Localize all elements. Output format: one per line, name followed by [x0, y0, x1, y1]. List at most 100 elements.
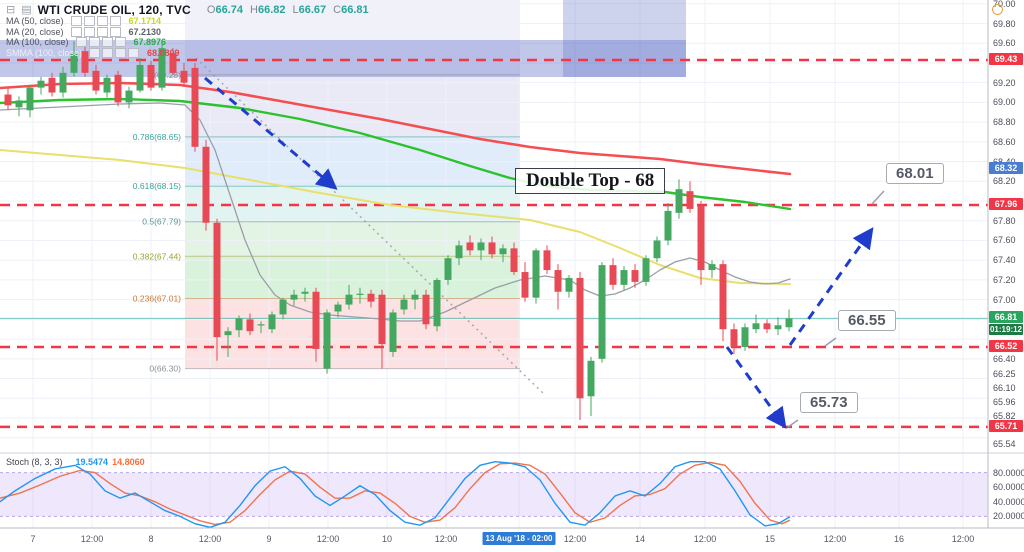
- candle-body: [697, 205, 705, 271]
- settings-icon[interactable]: [101, 37, 113, 47]
- source-code-icon[interactable]: [83, 26, 95, 37]
- time-tick: 16: [893, 534, 905, 544]
- price-tick: 66.10: [993, 383, 1016, 394]
- candle-body: [708, 264, 716, 271]
- stoch-tick: 60.0000: [993, 482, 1024, 493]
- source-code-icon[interactable]: [88, 37, 100, 47]
- candle-body: [422, 294, 430, 325]
- fib-level-label: 0(66.30): [149, 364, 181, 374]
- source-code-icon[interactable]: [83, 16, 95, 26]
- candle-body: [686, 191, 694, 209]
- stoch-legend: Stoch (8, 3, 3) 19.5474 14.8060: [6, 457, 145, 467]
- legend-row[interactable]: MA (50, close) 67.1714: [6, 16, 161, 26]
- ma50-line[interactable]: [0, 149, 791, 285]
- time-tick: 12:00: [693, 534, 717, 544]
- stoch-k-value: 19.5474: [75, 457, 109, 467]
- candle-body: [378, 294, 386, 345]
- price-tick: 68.60: [993, 136, 1016, 147]
- candle-body: [114, 74, 122, 103]
- trend-arrow[interactable]: [788, 227, 874, 346]
- source-code-icon[interactable]: [102, 47, 114, 58]
- price-tick: 69.00: [993, 97, 1016, 108]
- collapse-icon[interactable]: ⊟: [6, 3, 16, 16]
- price-tag: 66.52: [989, 339, 1023, 352]
- candle-body: [356, 293, 364, 295]
- price-tick: 65.54: [993, 438, 1016, 449]
- chart-type-icon[interactable]: ▤: [21, 3, 32, 16]
- time-tick: 12:00: [951, 534, 975, 544]
- fib-zone: [185, 0, 520, 75]
- price-tick: 67.60: [993, 235, 1016, 246]
- selection-band-horizontal[interactable]: [0, 40, 686, 77]
- fib-level-label: 0.5(67.79): [142, 217, 181, 227]
- candle-body: [246, 319, 254, 332]
- candle-body: [664, 210, 672, 241]
- settings-icon[interactable]: [96, 16, 108, 26]
- legend-row[interactable]: MA (100, close) 67.8976: [6, 37, 166, 47]
- double-top-annotation[interactable]: Double Top - 68: [515, 168, 666, 194]
- visibility-icon[interactable]: [75, 37, 87, 47]
- stoch-k-line[interactable]: [0, 460, 791, 529]
- time-tick: 7: [30, 534, 36, 544]
- candle-body: [70, 53, 78, 73]
- indicator-label: MA (100, close): [6, 37, 69, 47]
- callout-tail: [787, 419, 799, 428]
- notifications-icon[interactable]: [992, 4, 1003, 15]
- candle-body: [312, 291, 320, 349]
- candle-body: [257, 324, 265, 326]
- fib-level-label: 0.382(67.44): [133, 251, 181, 261]
- price-callout[interactable]: 66.55: [838, 310, 896, 331]
- fib-level-label: 0.618(68.15): [133, 181, 181, 191]
- stoch-d-line[interactable]: [0, 461, 791, 526]
- stoch-tick: 40.0000: [993, 496, 1024, 507]
- candle-body: [213, 222, 221, 338]
- delete-icon[interactable]: [109, 26, 121, 37]
- candle-body: [81, 51, 89, 73]
- price-tag: 69.43: [989, 53, 1023, 65]
- time-highlight-tag: 13 Aug '18 - 02:00: [482, 532, 556, 545]
- delete-icon[interactable]: [114, 37, 126, 47]
- selection-band-vertical[interactable]: [563, 0, 686, 77]
- candle-body: [279, 299, 287, 315]
- price-tick: 69.20: [993, 77, 1016, 88]
- candle-body: [323, 312, 331, 369]
- candle-body: [136, 64, 144, 91]
- price-tick: 66.40: [993, 353, 1016, 364]
- candle-body: [609, 265, 617, 285]
- dotted-trendline[interactable]: [195, 57, 544, 394]
- candle-body: [466, 242, 474, 251]
- candle-body: [48, 77, 56, 93]
- trend-arrow[interactable]: [204, 76, 338, 190]
- legend-row[interactable]: MA (20, close) 67.2130: [6, 26, 161, 37]
- visibility-icon[interactable]: [89, 47, 101, 58]
- price-tick: 69.80: [993, 18, 1016, 29]
- ohlc-item: C66.81: [333, 4, 369, 16]
- candle-body: [499, 248, 507, 255]
- candle-body: [92, 70, 100, 91]
- price-callout[interactable]: 65.73: [800, 392, 858, 413]
- candle-body: [158, 48, 166, 88]
- candle-body: [191, 67, 199, 147]
- candle-body: [268, 314, 276, 330]
- settings-icon[interactable]: [96, 26, 108, 37]
- candle-body: [202, 146, 210, 223]
- stoch-tick: 80.0000: [993, 467, 1024, 478]
- candle-body: [565, 277, 573, 292]
- symbol-title[interactable]: WTI CRUDE OIL, 120, TVC: [37, 3, 191, 17]
- price-callout[interactable]: 68.01: [886, 163, 944, 184]
- visibility-icon[interactable]: [70, 26, 82, 37]
- indicator-value: 68.0809: [147, 47, 180, 58]
- visibility-icon[interactable]: [70, 16, 82, 26]
- ohlc-item: O66.74: [206, 4, 244, 16]
- candle-body: [477, 242, 485, 251]
- candle-body: [763, 323, 771, 330]
- settings-icon[interactable]: [115, 47, 127, 58]
- time-tick: 14: [634, 534, 646, 544]
- stoch-label[interactable]: Stoch (8, 3, 3): [6, 457, 63, 467]
- delete-icon[interactable]: [109, 16, 121, 26]
- delete-icon[interactable]: [128, 47, 140, 58]
- time-tick: 12:00: [198, 534, 222, 544]
- legend-row[interactable]: SMMA (100, close) 68.0809: [6, 47, 180, 58]
- candle-body: [587, 360, 595, 397]
